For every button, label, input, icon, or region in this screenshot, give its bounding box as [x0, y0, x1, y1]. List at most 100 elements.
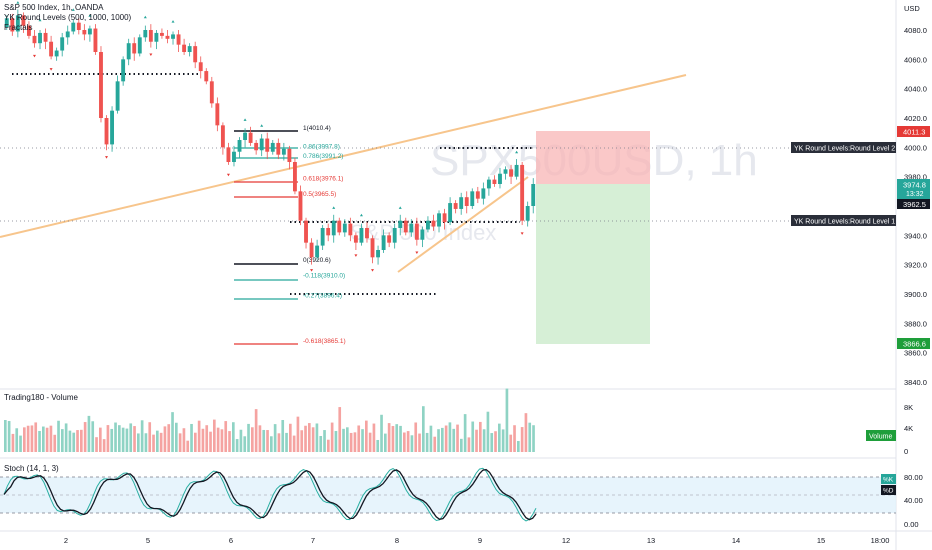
candle-body: [115, 81, 120, 111]
candle-body: [21, 15, 26, 26]
volume-bar: [190, 423, 193, 452]
fractal-up: [260, 124, 264, 127]
time-tick: 12: [562, 536, 570, 545]
volume-bar: [437, 429, 440, 452]
candle-body: [403, 220, 408, 233]
volume-bar: [365, 420, 368, 452]
volume-bar: [61, 429, 64, 452]
fractal-up: [398, 206, 402, 209]
volume-bar: [338, 407, 342, 452]
candle-body: [93, 28, 98, 52]
candle-body: [65, 31, 70, 38]
candle-body: [154, 32, 159, 42]
short-trendline[interactable]: [397, 176, 529, 273]
entry-badge-text: 3962.5: [903, 200, 926, 209]
volume-badge-text: Volume: [869, 434, 892, 441]
candle-body: [475, 191, 480, 199]
volume-bar: [83, 422, 87, 452]
candle-body: [359, 228, 364, 243]
candle-body: [326, 228, 331, 236]
long-trendline[interactable]: [0, 74, 687, 238]
candle-body: [49, 41, 54, 57]
volume-bar: [178, 433, 182, 452]
volume-bar: [319, 435, 323, 452]
price-tick: 3860.0: [904, 349, 927, 358]
indicator-round-levels[interactable]: YK Round Levels (500, 1000, 1000): [4, 13, 132, 22]
volume-bar: [517, 441, 520, 452]
volume-bar: [140, 420, 144, 452]
time-tick: 9: [478, 536, 482, 545]
candle-body: [121, 59, 126, 82]
fractal-up: [16, 1, 20, 4]
volume-bar: [296, 416, 300, 452]
fractal-down: [226, 173, 230, 177]
candle-body: [15, 15, 20, 32]
candle-body: [503, 169, 508, 174]
fractal-down: [105, 156, 109, 159]
volume-bar: [49, 425, 53, 452]
volume-bar: [159, 432, 163, 452]
volume-bar: [45, 427, 49, 452]
candle-body: [309, 242, 314, 258]
candle-body: [43, 32, 48, 42]
fractal-up: [171, 20, 175, 23]
volume-bar: [441, 427, 444, 452]
price-tick: 4080.0: [904, 26, 927, 35]
fib-label: 0.618(3976.1): [303, 175, 343, 182]
fractal-down: [354, 254, 358, 257]
candle-body: [304, 220, 308, 243]
candle-body: [38, 32, 42, 44]
volume-bar: [292, 435, 296, 452]
volume-bar: [91, 421, 95, 452]
volume-bar: [167, 424, 171, 452]
fib-label: -0.118(3910.0): [303, 272, 345, 279]
volume-bar: [433, 436, 437, 452]
fractal-down: [32, 54, 36, 58]
price-tick: 4020.0: [904, 114, 927, 123]
stoch-tick-40: 40.00: [904, 496, 923, 505]
volume-bar: [76, 430, 79, 452]
time-tick: 5: [146, 536, 150, 545]
candle-body: [453, 203, 458, 209]
volume-bar: [444, 425, 448, 452]
candle-body: [353, 235, 358, 243]
risk-zone[interactable]: [536, 131, 650, 184]
volume-bar: [509, 434, 513, 452]
reward-zone[interactable]: [536, 184, 650, 344]
indicator-fractals[interactable]: Fractals: [4, 23, 33, 32]
candle-body: [26, 25, 31, 36]
stoch-panel-title[interactable]: Stoch (14, 1, 3): [4, 464, 59, 473]
price-tick: 3880.0: [904, 319, 927, 328]
volume-bar: [399, 425, 402, 452]
volume-bar: [4, 420, 7, 452]
fractal-up: [515, 150, 519, 154]
candle-body: [381, 235, 386, 250]
volume-bar: [315, 423, 319, 452]
candle-body: [165, 35, 170, 39]
candle-body: [281, 148, 286, 155]
fib-label: 0(3920.6): [303, 257, 331, 264]
volume-panel-title[interactable]: Trading180 - Volume: [4, 393, 78, 402]
volume-bar: [125, 428, 129, 452]
price-tick: 4060.0: [904, 55, 927, 64]
candle-body: [71, 22, 76, 32]
volume-bar: [129, 423, 133, 452]
chart-title[interactable]: S&P 500 Index, 1h, OANDA: [4, 3, 104, 12]
stoch-tick-80: 80.00: [904, 473, 923, 482]
fractal-up: [143, 15, 147, 19]
stoch-d-badge: [881, 485, 896, 495]
volume-bar: [372, 423, 376, 452]
candle-body: [182, 44, 187, 52]
volume-bar: [289, 423, 292, 452]
volume-bar: [532, 425, 535, 452]
candle-body: [331, 220, 336, 236]
volume-bar: [235, 439, 239, 452]
candle-body: [204, 71, 209, 82]
volume-bar: [285, 432, 288, 452]
volume-bar: [456, 424, 459, 452]
volume-bar: [353, 432, 357, 452]
candle-body: [87, 28, 92, 35]
candle-body: [99, 52, 103, 118]
volume-bar: [258, 425, 262, 452]
